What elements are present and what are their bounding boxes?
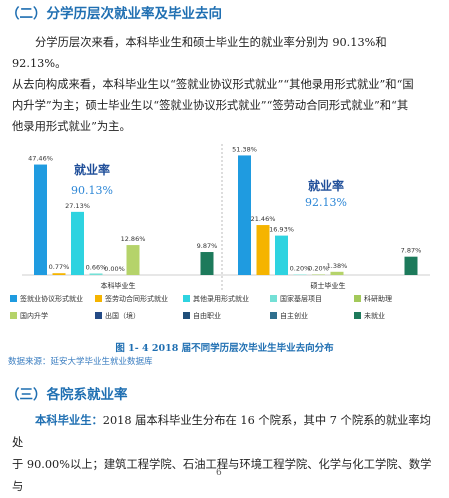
section-heading: （二）分学历层次就业率及毕业去向 [6,2,222,22]
data-label: 51.38% [232,145,257,153]
lead-label: 本科毕业生： [35,414,103,427]
para-line: 从去向构成来看，本科毕业生以“签就业协议形式就业”“其他录用形式就业”和“国 [12,74,442,95]
legend-swatch [270,295,277,302]
employment-rate-value: 90.13% [71,184,113,197]
legend-swatch [270,312,277,319]
bar [331,272,344,275]
data-label: 0.77% [49,263,70,271]
legend-label: 未就业 [364,311,385,320]
legend-swatch [183,312,190,319]
legend-swatch [354,295,361,302]
legend-label: 国内升学 [20,311,48,320]
para-line-text: 分学历层次来看，本科毕业生和硕士毕业生的就业率分别为 90.13%和 92.13… [12,36,387,70]
legend-label: 国家基层项目 [280,294,322,303]
figure-source: 数据来源：延安大学毕业生就业数据库 [8,355,153,367]
data-label: 12.86% [121,235,146,243]
destination-bar-chart: 47.46%0.77%27.13%0.66%0.00%12.86%9.87%本科… [0,142,449,336]
para-line: 本科毕业生：2018 届本科毕业生分布在 16 个院系，其中 7 个院系的就业率… [12,410,442,454]
bar [34,165,47,275]
section-heading: （三）各院系就业率 [6,383,128,403]
para-line: 分学历层次来看，本科毕业生和硕士毕业生的就业率分别为 90.13%和 92.13… [12,32,442,74]
legend-swatch [10,295,17,302]
data-label: 47.46% [28,155,53,163]
bar [71,212,84,275]
legend-label: 自由职业 [193,311,221,320]
data-label: 21.46% [251,215,276,223]
bar [53,273,66,275]
paragraph-dist-by-degree: 分学历层次来看，本科毕业生和硕士毕业生的就业率分别为 90.13%和 92.13… [12,32,442,137]
paragraph-dept-rate: 本科毕业生：2018 届本科毕业生分布在 16 个院系，其中 7 个院系的就业率… [12,410,442,498]
bar [405,257,418,275]
legend-swatch [183,295,190,302]
page-number: 6 [216,468,222,478]
employment-rate-value: 92.13% [305,196,347,209]
bar [90,273,103,275]
bar [238,155,251,275]
legend-label: 签就业协议形式就业 [20,294,83,303]
data-label: 0.00% [104,265,125,273]
legend-swatch [354,312,361,319]
group-label: 硕士毕业生 [311,281,346,290]
bar [275,236,288,275]
bar [127,245,140,275]
figure-caption: 图 1- 4 2018 届不同学历层次毕业生毕业去向分布 [0,340,449,354]
employment-rate-title: 就业率 [308,178,344,193]
data-label: 1.38% [327,262,348,270]
bar [257,225,270,275]
para-line: 内升学”为主；硕士毕业生以“签就业协议形式就业”“签劳动合同形式就业”和“其 [12,95,442,116]
bar [201,252,214,275]
legend-label: 签劳动合同形式就业 [105,294,168,303]
para-line: 于 90.00%以上；建筑工程学院、石油工程与环境工程学院、化学与化工学院、数学… [12,454,442,498]
legend-label: 出国（境） [105,311,140,320]
data-label: 16.93% [269,226,294,234]
data-label: 27.13% [65,202,90,210]
para-line: 他录用形式就业”为主。 [12,116,442,137]
legend-swatch [10,312,17,319]
data-label: 7.87% [401,247,422,255]
legend-swatch [95,295,102,302]
employment-rate-title: 就业率 [74,162,110,177]
legend-swatch [95,312,102,319]
legend-label: 科研助理 [364,294,392,303]
data-label: 9.87% [197,242,218,250]
legend-label: 自主创业 [280,311,308,320]
group-label: 本科毕业生 [101,281,136,290]
legend-label: 其他录用形式就业 [193,294,249,303]
